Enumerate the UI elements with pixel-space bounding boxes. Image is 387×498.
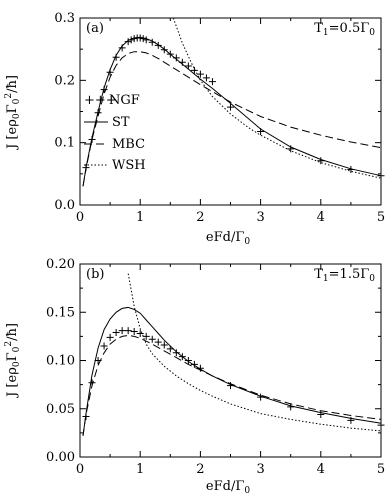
y-axis-label-a: J [eρ0Γ02/ħ] <box>4 75 22 151</box>
parameter-label-a: T1=0.5Γ0 <box>314 21 375 38</box>
ngf-point-a <box>227 103 234 111</box>
ngf-point-b <box>148 335 156 343</box>
st-line-b <box>82 306 382 436</box>
panel-label-b: (b) <box>86 267 104 282</box>
x-tick-label-a: 0 <box>76 210 84 225</box>
x-axis-label-b: eFd/Γ0 <box>206 479 250 496</box>
ngf-point-a <box>377 172 385 180</box>
y-axis-label-b: J [eρ0Γ02/ħ] <box>4 323 22 399</box>
x-tick-label-a: 4 <box>317 210 325 225</box>
y-tick-label-a: 0.1 <box>54 136 75 151</box>
x-tick-label-a: 1 <box>136 210 144 225</box>
ngf-point-a <box>172 54 180 62</box>
ngf-point-b <box>124 327 132 335</box>
ngf-point-b <box>184 357 192 364</box>
y-tick-label-b: 0.15 <box>46 305 75 320</box>
series-a <box>82 17 385 187</box>
legend-wsh-label: WSH <box>112 158 146 173</box>
ngf-point-b <box>172 349 180 357</box>
ngf-point-a <box>196 70 204 78</box>
ngf-point-b <box>142 332 150 340</box>
panel-label-a: (a) <box>86 21 104 36</box>
legend-mbc-label: MBC <box>112 137 145 152</box>
ticks-b: 0 1 2 3 4 5 0.00 0.05 0.10 0.15 0.20 <box>46 257 385 477</box>
wsh-line-a <box>172 17 382 179</box>
ngf-point-b <box>136 329 144 337</box>
ngf-point-b <box>154 338 162 346</box>
y-tick-label-b: 0.10 <box>46 354 75 369</box>
x-axis-label-a: eFd/Γ0 <box>206 230 250 247</box>
mbc-line-a <box>82 51 382 187</box>
y-tick-label-b: 0.00 <box>46 450 75 465</box>
ngf-point-a <box>154 41 162 49</box>
x-tick-label-b: 2 <box>196 462 204 477</box>
y-tick-label-a: 0.2 <box>54 73 75 88</box>
y-tick-label-b: 0.20 <box>46 257 75 272</box>
x-tick-label-a: 5 <box>377 210 385 225</box>
y-tick-label-b: 0.05 <box>46 402 75 417</box>
parameter-label-b: T1=1.5Γ0 <box>314 267 375 284</box>
ngf-point-b <box>112 329 120 337</box>
x-tick-label-b: 3 <box>256 462 264 477</box>
plot-frame-a <box>79 17 382 206</box>
ngf-point-a <box>208 78 216 86</box>
legend-st-label: ST <box>112 115 130 130</box>
ngf-point-b <box>118 327 126 335</box>
legend: +++ NGF ST MBC WSH <box>84 93 146 173</box>
x-tick-label-a: 3 <box>256 210 264 225</box>
wsh-line-b <box>127 273 382 432</box>
x-tick-label-b: 4 <box>317 462 325 477</box>
ngf-point-b <box>100 342 108 350</box>
ngf-point-b <box>130 328 138 336</box>
legend-ngf-label: NGF <box>109 93 140 108</box>
panel-b: 0 1 2 3 4 50.000.050.100.150.20 (b) T1=1.5Γ0 … <box>4 257 385 496</box>
x-tick-label-b: 1 <box>136 462 144 477</box>
plot-frame-b <box>79 263 382 458</box>
ngf-point-a <box>202 74 210 82</box>
x-tick-label-a: 2 <box>196 210 204 225</box>
x-tick-label-b: 5 <box>377 462 385 477</box>
ngf-point-b <box>160 341 168 349</box>
ngf-point-a <box>184 62 192 70</box>
ngf-point-b <box>106 333 114 341</box>
ngf-point-a <box>190 66 198 74</box>
panel-a: 0 1 2 3 4 5 0.0 0.1 0.2 0.3 (a) T1=0.5Γ0 +++ NGF … <box>4 11 385 247</box>
series-b <box>82 273 385 436</box>
x-tick-label-b: 0 <box>76 462 84 477</box>
y-tick-label-a: 0.3 <box>54 11 75 26</box>
st-line-a <box>82 36 382 187</box>
ticks-a: 0 1 2 3 4 5 0.0 0.1 0.2 0.3 <box>54 11 385 225</box>
legend-ngf-marker: +++ <box>84 93 117 108</box>
y-tick-label-a: 0.0 <box>54 198 75 213</box>
